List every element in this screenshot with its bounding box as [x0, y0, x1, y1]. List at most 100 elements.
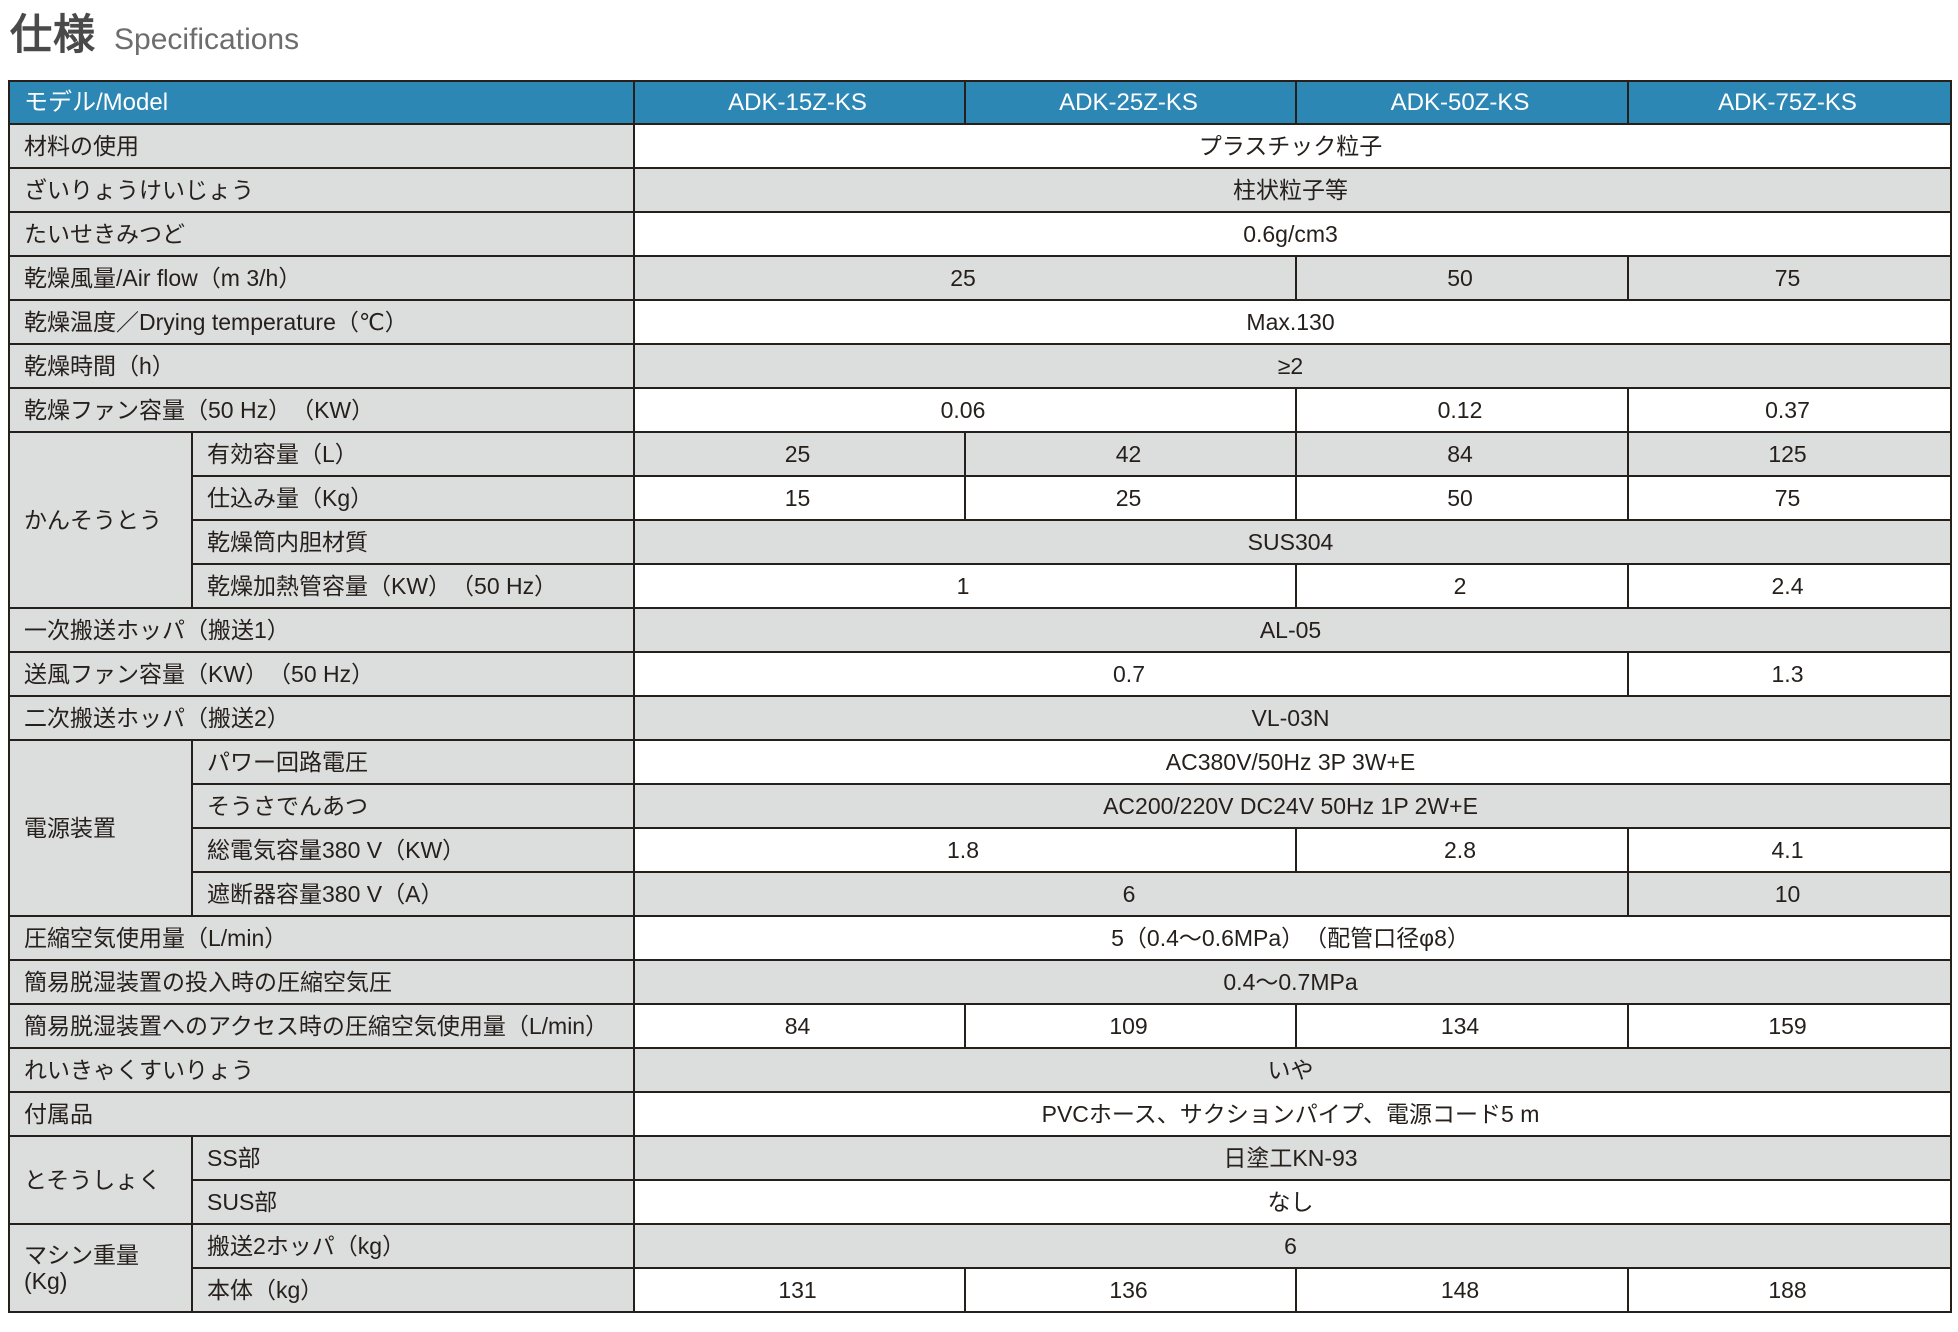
row-label-cell: SS部: [190, 1135, 636, 1181]
spec-row: 乾燥時間（h） ≥2: [7, 343, 1953, 389]
value-cell: 15: [633, 475, 967, 521]
spec-row: 総電気容量380 V（KW） 1.8 2.8 4.1: [9, 827, 1953, 873]
value-cell: 188: [1627, 1267, 1953, 1313]
row-label-cell: 搬送2ホッパ（kg）: [190, 1223, 636, 1269]
value-cell: AC200/220V DC24V 50Hz 1P 2W+E: [633, 783, 1953, 829]
value-cell: 2.4: [1627, 563, 1953, 609]
value-cell: 1: [633, 563, 1298, 609]
page-title-english: Specifications: [114, 23, 300, 56]
row-label-cell: 二次搬送ホッパ（搬送2）: [7, 695, 636, 741]
value-cell: 42: [964, 431, 1298, 477]
spec-row: 二次搬送ホッパ（搬送2） VL-03N: [7, 695, 1953, 741]
value-cell: 109: [964, 1003, 1298, 1049]
value-cell: 6: [633, 1223, 1953, 1269]
row-label-cell: 簡易脱湿装置へのアクセス時の圧縮空気使用量（L/min）: [7, 1003, 636, 1049]
spec-row: SUS部 なし: [9, 1179, 1953, 1225]
row-label-cell: 材料の使用: [7, 123, 636, 169]
spec-row: ざいりょうけいじょう 柱状粒子等: [7, 167, 1953, 213]
model-header-cell: モデル/Model: [7, 80, 636, 125]
value-cell: 84: [1295, 431, 1630, 477]
spec-row: たいせきみつど 0.6g/cm3: [7, 211, 1953, 257]
value-cell: 0.4～0.7MPa: [633, 959, 1953, 1005]
value-cell: 136: [964, 1267, 1298, 1313]
spec-row: 乾燥ファン容量（50 Hz） （KW） 0.06 0.12 0.37: [7, 387, 1953, 433]
value-cell: 4.1: [1627, 827, 1953, 873]
value-cell: 2.8: [1295, 827, 1630, 873]
row-label-cell: たいせきみつど: [7, 211, 636, 257]
row-label-cell: そうさでんあつ: [190, 783, 636, 829]
spec-row: 乾燥風量/Air flow（m 3/h） 25 50 75: [7, 255, 1953, 301]
spec-row: 乾燥筒内胆材質 SUS304: [9, 519, 1953, 565]
spec-row: とそうしょく SS部 日塗工KN-93: [8, 1135, 1953, 1225]
spec-row: 仕込み量（Kg） 15 25 50 75: [9, 475, 1953, 521]
value-cell: 75: [1627, 255, 1953, 301]
value-cell: AL-05: [633, 607, 1953, 653]
model-column-header-2: ADK-25Z-KS: [964, 80, 1298, 125]
value-cell: 159: [1627, 1003, 1953, 1049]
row-label-cell: 乾燥温度／Drying temperature（℃）: [7, 299, 636, 345]
spec-row: 一次搬送ホッパ（搬送1） AL-05: [7, 607, 1953, 653]
spec-row: 乾燥加熱管容量（KW） （50 Hz） 1 2 2.4: [9, 563, 1953, 609]
value-cell: 1.3: [1627, 651, 1953, 697]
spec-row: かんそうとう 有効容量（L） 25 42 84 125: [8, 431, 1953, 609]
spec-row: 乾燥温度／Drying temperature（℃） Max.130: [7, 299, 1953, 345]
value-cell: 6: [633, 871, 1630, 917]
spec-row: 材料の使用 プラスチック粒子: [7, 123, 1953, 169]
row-label-cell: 圧縮空気使用量（L/min）: [7, 915, 636, 961]
group-label-cell: とそうしょく: [8, 1135, 193, 1225]
row-label-cell: れいきゃくすいりょう: [7, 1047, 636, 1093]
row-label-cell: ざいりょうけいじょう: [7, 167, 636, 213]
spec-row: そうさでんあつ AC200/220V DC24V 50Hz 1P 2W+E: [9, 783, 1953, 829]
row-label-cell: 送風ファン容量（KW） （50 Hz）: [7, 651, 636, 697]
value-cell: 2: [1295, 563, 1630, 609]
spec-row: れいきゃくすいりょう いや: [7, 1047, 1953, 1093]
value-cell: 134: [1295, 1003, 1630, 1049]
value-cell: 0.06: [633, 387, 1298, 433]
value-cell: 5（0.4～0.6MPa） （配管口径φ8）: [633, 915, 1953, 961]
value-cell: なし: [633, 1179, 1953, 1225]
spec-row: 圧縮空気使用量（L/min） 5（0.4～0.6MPa） （配管口径φ8）: [7, 915, 1953, 961]
model-column-header-4: ADK-75Z-KS: [1627, 80, 1953, 125]
value-cell: Max.130: [633, 299, 1953, 345]
value-cell: 25: [633, 255, 1298, 301]
row-label-cell: 乾燥風量/Air flow（m 3/h）: [7, 255, 636, 301]
spec-row: 簡易脱湿装置の投入時の圧縮空気圧 0.4～0.7MPa: [7, 959, 1953, 1005]
value-cell: AC380V/50Hz 3P 3W+E: [633, 739, 1953, 785]
value-cell: 0.6g/cm3: [633, 211, 1953, 257]
row-label-cell: 遮断器容量380 V（A）: [190, 871, 636, 917]
row-label-cell: 乾燥筒内胆材質: [190, 519, 636, 565]
value-cell: いや: [633, 1047, 1953, 1093]
value-cell: 75: [1627, 475, 1953, 521]
page-header: 仕様 Specifications: [0, 0, 1958, 80]
value-cell: 50: [1295, 475, 1630, 521]
specifications-table: モデル/Model ADK-15Z-KS ADK-25Z-KS ADK-50Z-KS A…: [7, 80, 1953, 1313]
group-label-cell: 電源装置: [8, 739, 193, 917]
spec-row: 本体（kg） 131 136 148 188: [9, 1267, 1953, 1313]
table-body: 材料の使用 プラスチック粒子 ざいりょうけいじょう 柱状粒子等 たいせきみつど 0.6g/…: [7, 123, 1953, 1313]
value-cell: ≥2: [633, 343, 1953, 389]
row-label-cell: 有効容量（L）: [190, 431, 636, 477]
value-cell: SUS304: [633, 519, 1953, 565]
group-label-cell: かんそうとう: [8, 431, 193, 609]
row-label-cell: 総電気容量380 V（KW）: [190, 827, 636, 873]
value-cell: プラスチック粒子: [633, 123, 1953, 169]
header-row: モデル/Model ADK-15Z-KS ADK-25Z-KS ADK-50Z-KS A…: [7, 80, 1953, 125]
value-cell: 25: [964, 475, 1298, 521]
row-label-cell: 一次搬送ホッパ（搬送1）: [7, 607, 636, 653]
value-cell: 日塗工KN-93: [633, 1135, 1953, 1181]
value-cell: 125: [1627, 431, 1953, 477]
model-column-header-3: ADK-50Z-KS: [1295, 80, 1630, 125]
value-cell: 0.37: [1627, 387, 1953, 433]
row-label-cell: 簡易脱湿装置の投入時の圧縮空気圧: [7, 959, 636, 1005]
spec-row: マシン重量 (Kg) 搬送2ホッパ（kg） 6: [8, 1223, 1953, 1313]
value-cell: 148: [1295, 1267, 1630, 1313]
value-cell: 柱状粒子等: [633, 167, 1953, 213]
row-label-cell: 乾燥加熱管容量（KW） （50 Hz）: [190, 563, 636, 609]
value-cell: 0.7: [633, 651, 1630, 697]
page-title-japanese: 仕様: [10, 11, 97, 58]
value-cell: 84: [633, 1003, 967, 1049]
row-label-cell: 乾燥時間（h）: [7, 343, 636, 389]
value-cell: 0.12: [1295, 387, 1630, 433]
row-label-cell: パワー回路電圧: [190, 739, 636, 785]
spec-row: 遮断器容量380 V（A） 6 10: [9, 871, 1953, 917]
